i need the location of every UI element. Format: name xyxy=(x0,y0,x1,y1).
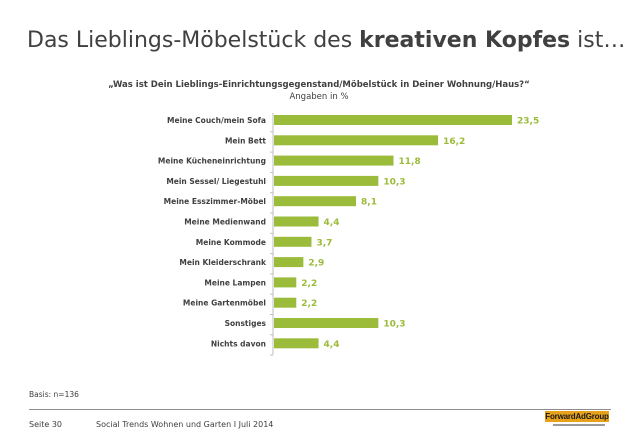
data-label: 4,4 xyxy=(324,340,340,350)
bar xyxy=(274,338,319,349)
data-label: 3,7 xyxy=(316,238,332,248)
bar xyxy=(274,135,439,146)
data-label: 8,1 xyxy=(361,198,377,208)
bar xyxy=(274,297,297,308)
data-label: 4,4 xyxy=(324,218,340,228)
category-label: Sonstiges xyxy=(225,319,267,328)
category-label: Nichts davon xyxy=(211,339,266,348)
bar xyxy=(274,155,394,166)
category-label: Meine Gartenmöbel xyxy=(183,299,266,308)
data-label: 23,5 xyxy=(517,117,539,127)
category-label: Meine Medienwand xyxy=(184,218,266,227)
logo-tagline-mark xyxy=(553,424,605,426)
chart-subtitle: Angaben in % xyxy=(289,92,349,102)
bar xyxy=(274,175,379,186)
category-label: Meine Couch/mein Sofa xyxy=(167,116,266,125)
data-label: 10,3 xyxy=(383,320,405,330)
data-label: 11,8 xyxy=(399,157,421,167)
bar xyxy=(274,115,512,125)
footer-divider xyxy=(29,409,611,410)
category-label: Mein Kleiderschrank xyxy=(179,258,267,267)
page-title: Das Lieblings-Möbelstück des kreativen K… xyxy=(27,28,625,53)
data-label: 2,2 xyxy=(301,299,317,309)
company-logo: ForwardAdGroup xyxy=(545,411,609,428)
category-label: Mein Sessel/ Liegestuhl xyxy=(166,177,266,186)
title-prefix: Das Lieblings-Möbelstück des xyxy=(27,28,360,53)
bar xyxy=(274,216,319,227)
footer-source: Social Trends Wohnen und Garten I Juli 2… xyxy=(96,420,274,429)
category-label: Meine Lampen xyxy=(204,278,266,287)
bar xyxy=(274,277,297,288)
category-label: Mein Bett xyxy=(225,136,266,145)
category-label: Meine Kommode xyxy=(196,238,266,247)
basis-note: Basis: n=136 xyxy=(29,390,79,399)
bar xyxy=(274,257,304,268)
title-bold: kreativen Kopfes xyxy=(359,28,571,53)
bar xyxy=(274,196,357,207)
bar-chart: Meine Couch/mein Sofa 23,5 Mein Bett 16,2 Me… xyxy=(158,113,539,356)
data-label: 2,2 xyxy=(301,279,317,289)
bar xyxy=(274,318,379,328)
logo-text: ForwardAdGroup xyxy=(545,411,609,422)
chart-title: „Was ist Dein Lieblings-Einrichtungsgege… xyxy=(108,80,530,90)
category-label: Meine Kücheneinrichtung xyxy=(158,157,266,166)
bar xyxy=(274,236,312,247)
data-label: 10,3 xyxy=(383,177,405,187)
title-suffix: ist… xyxy=(570,28,626,53)
data-label: 2,9 xyxy=(308,259,324,269)
data-label: 16,2 xyxy=(443,137,465,147)
category-label: Meine Esszimmer-Möbel xyxy=(164,197,266,206)
page-number: Seite 30 xyxy=(29,420,63,429)
